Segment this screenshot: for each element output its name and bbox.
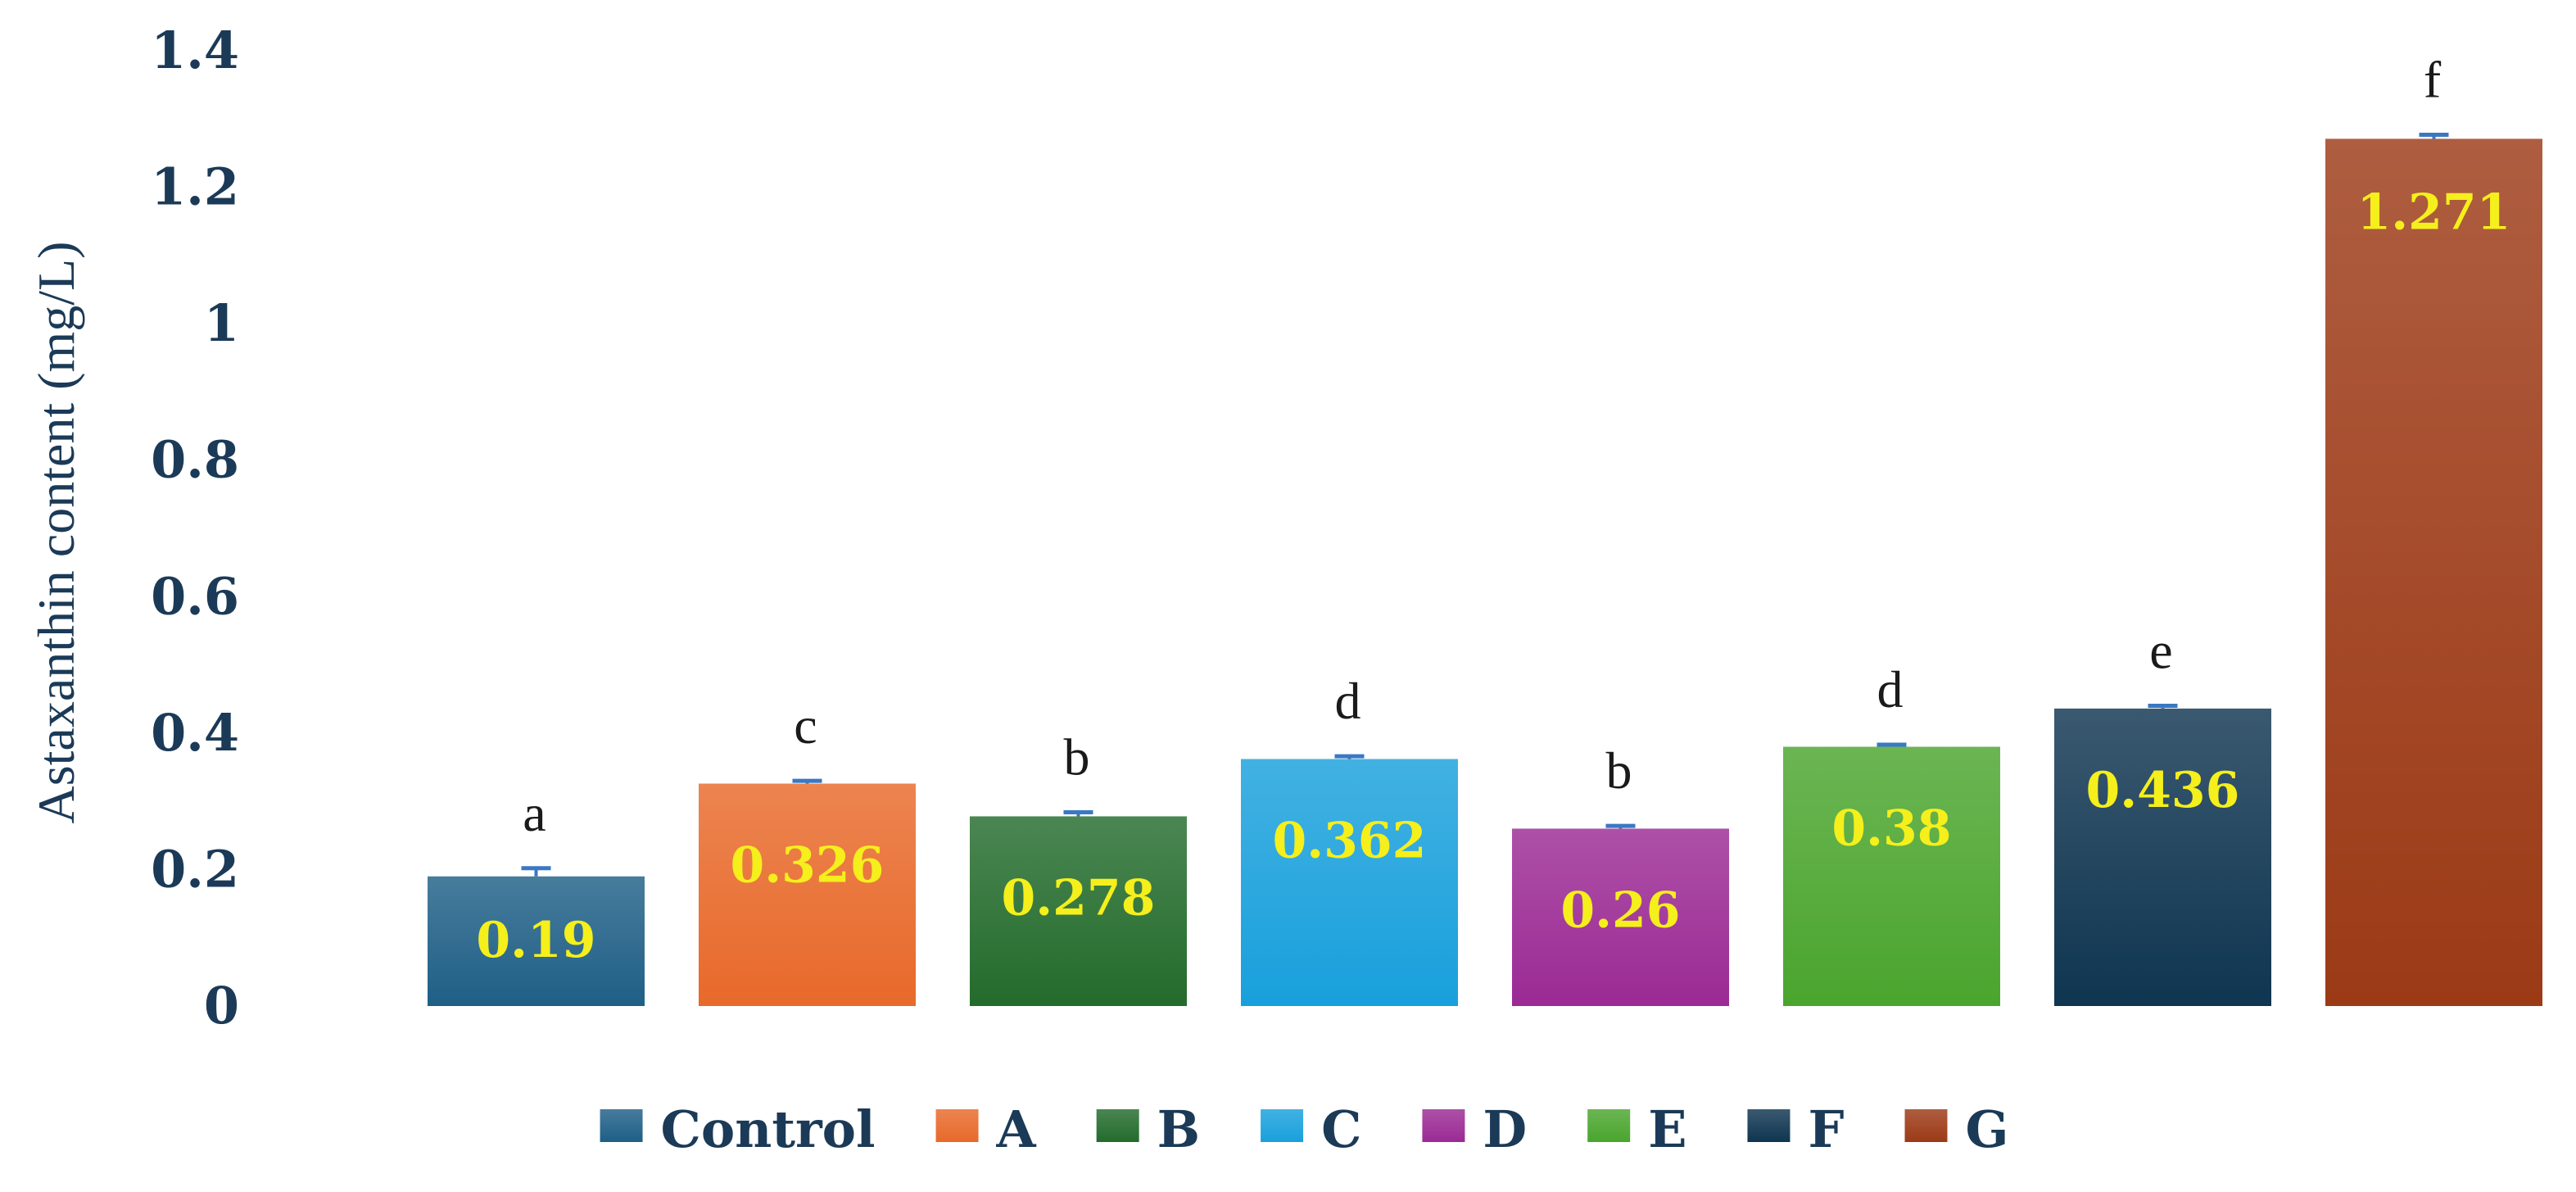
legend-swatch-control <box>600 1109 643 1142</box>
value-label: 0.278 <box>1002 869 1156 927</box>
bars-group: 0.19 a 0.326 c 0.278 b 0.362 d 0.26 b 0.38 d 0.436 e 1… <box>428 50 2542 1006</box>
legend-label: F <box>1808 1099 1844 1159</box>
legend-swatch-c <box>1261 1109 1304 1142</box>
legend-swatch-f <box>1747 1109 1791 1142</box>
error-bar <box>521 866 551 877</box>
significance-letter: a <box>523 784 546 842</box>
significance-letter: b <box>1606 741 1632 800</box>
bar-b <box>970 816 1187 1006</box>
bar-d <box>1512 828 1729 1006</box>
legend-swatch-b <box>1096 1109 1139 1142</box>
legend-label: Control <box>661 1099 876 1159</box>
error-bar <box>1605 823 1636 829</box>
error-bar <box>1063 809 1093 817</box>
error-bar <box>1877 742 1907 747</box>
bar-f <box>2054 708 2271 1006</box>
value-label: 0.38 <box>1831 800 1951 858</box>
y-tick-label: 0.6 <box>151 566 239 626</box>
y-tick-label: 1 <box>204 293 239 353</box>
value-label: 1.271 <box>2357 184 2511 241</box>
legend-label: G <box>1965 1099 2008 1159</box>
bar-g <box>2325 138 2542 1006</box>
value-label: 0.436 <box>2086 762 2240 819</box>
bar-e <box>1783 746 2000 1006</box>
legend-label: B <box>1157 1099 1200 1159</box>
significance-letter: e <box>2149 622 2172 680</box>
legend-swatch-g <box>1904 1109 1948 1142</box>
significance-letter: f <box>2424 50 2442 108</box>
y-axis-label: Astaxanthin content (mg/L) <box>27 242 85 824</box>
legend-label: C <box>1321 1099 1361 1159</box>
legend-label: A <box>996 1099 1037 1159</box>
legend-label: D <box>1483 1099 1527 1159</box>
error-bar <box>1334 754 1365 759</box>
legend-label: E <box>1648 1099 1686 1159</box>
bar-control <box>428 876 645 1006</box>
error-bar <box>2148 704 2178 709</box>
y-tick-label: 0 <box>204 976 239 1036</box>
value-label: 0.19 <box>476 912 595 969</box>
value-label: 0.26 <box>1560 882 1680 939</box>
y-tick-label: 1.4 <box>151 20 239 80</box>
legend-swatch-e <box>1587 1109 1631 1142</box>
y-tick-label: 1.2 <box>151 157 239 217</box>
bar-c <box>1241 759 1458 1006</box>
value-label: 0.326 <box>731 836 885 894</box>
significance-letter: c <box>794 696 817 755</box>
error-bar <box>792 778 822 784</box>
y-tick-label: 0.8 <box>151 430 239 490</box>
significance-letter: d <box>1877 660 1904 718</box>
y-axis: 0 0.2 0.4 0.6 0.8 1 1.2 1.4 <box>151 20 239 1036</box>
error-bar <box>2419 132 2449 139</box>
significance-letter: b <box>1064 727 1090 786</box>
value-label: 0.362 <box>1273 813 1427 870</box>
legend-swatch-a <box>935 1109 979 1142</box>
bar-a <box>699 783 916 1006</box>
significance-letter: d <box>1335 672 1361 730</box>
legend-swatch-d <box>1422 1109 1465 1142</box>
y-tick-label: 0.4 <box>151 703 239 763</box>
legend: Control A B C D E F G <box>600 1099 2008 1159</box>
y-tick-label: 0.2 <box>151 839 239 899</box>
